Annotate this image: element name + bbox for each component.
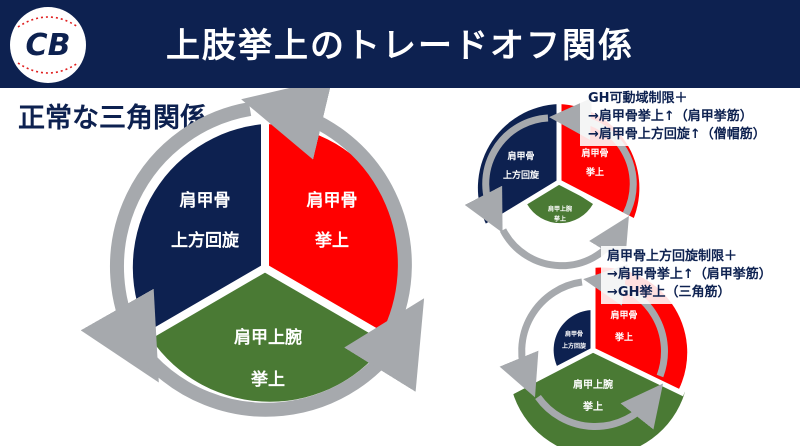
case1-cycle-arrow-left bbox=[464, 114, 549, 233]
case2-label-upward-rotation-2: 上方回旋 bbox=[562, 342, 586, 350]
header-bar: CB 上肢挙上のトレードオフ関係 bbox=[0, 0, 800, 88]
main-cycle-arrow-upper bbox=[241, 88, 412, 335]
case2-note-line: 肩甲骨上方回旋制限＋ bbox=[607, 249, 738, 264]
main-label-upward-rotation-2: 上方回旋 bbox=[171, 230, 240, 251]
case1-note-line: GH可動域制限＋ bbox=[588, 91, 688, 106]
main-label-upward-rotation-1: 肩甲骨 bbox=[180, 190, 231, 211]
case1-label-humeral-elevation-2: 挙上 bbox=[553, 215, 566, 223]
case1-note: GH可動域制限＋ →肩甲骨挙上↑（肩甲挙筋） →肩甲骨上方回旋↑（僧帽筋） bbox=[580, 88, 772, 146]
case1-label-scapular-elevation-1: 肩甲骨 bbox=[580, 147, 608, 159]
main-label-scapular-elevation-1: 肩甲骨 bbox=[307, 190, 358, 211]
case2-note: 肩甲骨上方回旋制限＋ →肩甲骨挙上↑（肩甲挙筋） →GH挙上（三角筋） bbox=[601, 246, 778, 304]
case1-label-humeral-elevation-1: 肩甲上腕 bbox=[548, 205, 572, 213]
case1-note-line: →肩甲骨挙上↑（肩甲挙筋） bbox=[588, 109, 753, 124]
case2-label-scapular-elevation-2: 挙上 bbox=[614, 331, 633, 343]
main-segment-humeral-elevation bbox=[150, 268, 390, 402]
case2-label-humeral-elevation-1: 肩甲上腕 bbox=[573, 378, 613, 391]
logo-text: CB bbox=[26, 28, 71, 63]
case2-cycle-arrow-left bbox=[499, 278, 583, 398]
main-label-scapular-elevation-2: 挙上 bbox=[314, 230, 349, 251]
main-cycle-arrow-left bbox=[80, 102, 252, 383]
main-label-humeral-elevation-1: 肩甲上腕 bbox=[234, 327, 302, 348]
case1-label-upward-rotation-1: 肩甲骨 bbox=[506, 150, 534, 162]
main-cycle: 肩甲骨 上方回旋 肩甲骨 挙上 肩甲上腕 挙上 bbox=[80, 88, 425, 417]
case1-label-scapular-elevation-2: 挙上 bbox=[585, 166, 604, 178]
case2-note-line: →GH挙上（三角筋） bbox=[607, 285, 731, 300]
case2-cycle-arrow-bottom bbox=[535, 383, 664, 431]
case2-label-humeral-elevation-2: 挙上 bbox=[582, 400, 603, 413]
main-label-humeral-elevation-2: 挙上 bbox=[250, 369, 285, 390]
tradeoff-diagram: 肩甲骨 上方回旋 肩甲骨 挙上 肩甲上腕 挙上 肩甲骨 上方回旋 肩甲骨 挙上 … bbox=[80, 88, 688, 446]
page-title: 上肢挙上のトレードオフ関係 bbox=[166, 26, 634, 66]
case2-label-upward-rotation-1: 肩甲骨 bbox=[565, 330, 583, 338]
case1-label-upward-rotation-2: 上方回旋 bbox=[503, 169, 540, 181]
case2-label-scapular-elevation-1: 肩甲骨 bbox=[609, 309, 637, 321]
main-cycle-arrow-bottom bbox=[144, 298, 425, 417]
case1-segment-humeral-elevation bbox=[527, 182, 593, 224]
case1-note-line: →肩甲骨上方回旋↑（僧帽筋） bbox=[588, 127, 766, 142]
case1-cycle: 肩甲骨 上方回旋 肩甲骨 挙上 肩甲上腕 挙上 bbox=[464, 97, 640, 270]
case2-note-line: →肩甲骨挙上↑（肩甲挙筋） bbox=[607, 267, 772, 282]
logo-badge: CB bbox=[10, 7, 86, 83]
section-subtitle: 正常な三角関係 bbox=[18, 103, 207, 134]
